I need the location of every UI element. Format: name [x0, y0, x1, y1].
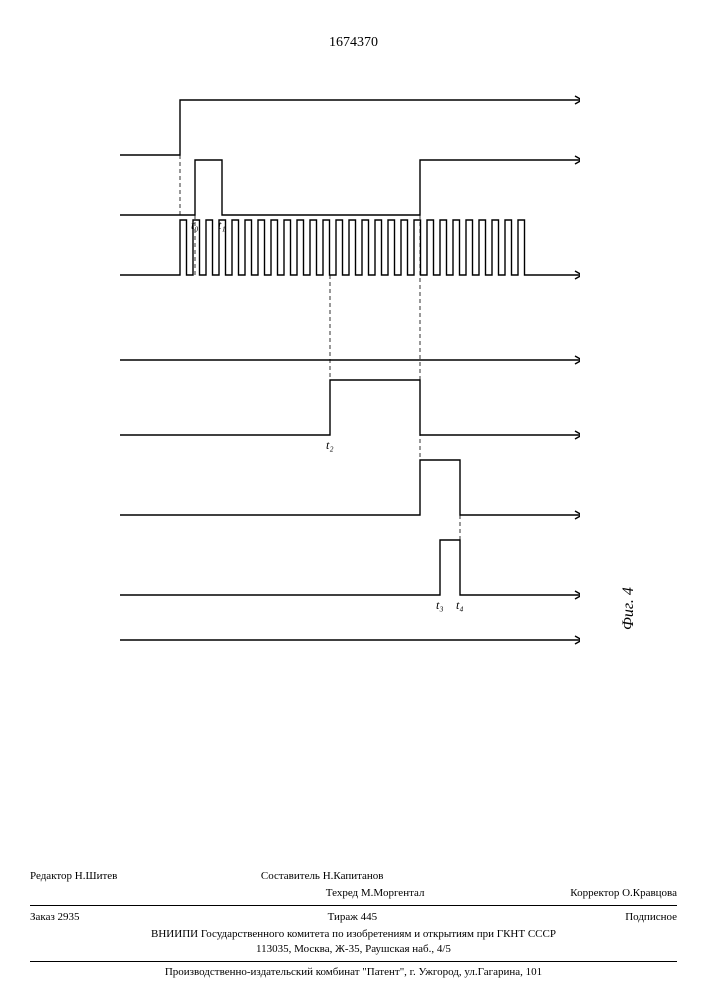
figure-label: Фиг. 4: [620, 587, 638, 630]
corrector: Корректор О.Кравцова: [570, 886, 677, 901]
techred: Техред М.Моргентал: [180, 886, 570, 901]
timing-svg: Mx1tMx2tВыходГОЧtQ0tQ1tQ2tCRtВых 1,2Сч.1…: [120, 80, 580, 840]
address: 113035, Москва, Ж-35, Раушская наб., 4/5: [30, 942, 677, 957]
svg-text:t₀: t₀: [191, 218, 199, 232]
timing-diagram: Mx1tMx2tВыходГОЧtQ0tQ1tQ2tCRtВых 1,2Сч.1…: [120, 80, 580, 840]
order-number: Заказ 2935: [30, 910, 80, 925]
editor: Редактор Н.Шитев: [30, 869, 117, 884]
svg-text:t₄: t₄: [456, 598, 464, 612]
podpisnoe: Подписное: [625, 910, 677, 925]
tirazh: Тираж 445: [328, 910, 378, 925]
svg-text:t₃: t₃: [436, 598, 444, 612]
page-number: 1674370: [0, 35, 707, 51]
svg-text:t₂: t₂: [326, 438, 334, 452]
publisher: Производственно-издательский комбинат "П…: [30, 965, 677, 980]
svg-text:t₁: t₁: [218, 218, 226, 232]
compiler: Составитель Н.Капитанов: [117, 869, 527, 884]
footer: Редактор Н.Шитев Составитель Н.Капитанов…: [30, 868, 677, 980]
organization: ВНИИПИ Государственного комитета по изоб…: [30, 927, 677, 942]
